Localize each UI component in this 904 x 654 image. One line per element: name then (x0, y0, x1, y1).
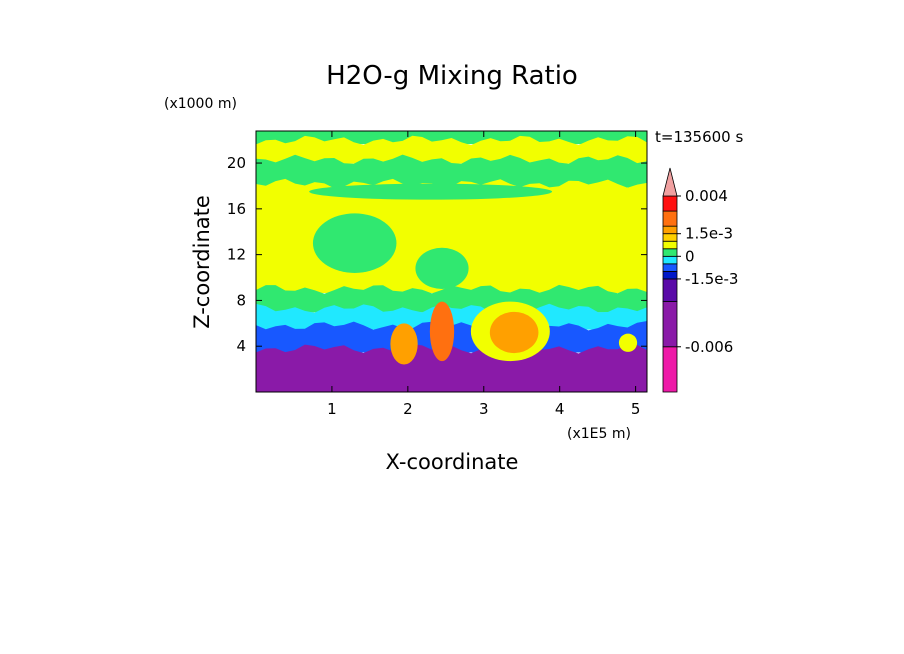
colorbar-label: -0.006 (685, 338, 733, 356)
green-tongue-left (312, 213, 397, 273)
colorbar-segment (662, 263, 678, 272)
yellow-plume-right (618, 333, 638, 352)
x-tick-label: 4 (555, 400, 565, 418)
colorbar-label: 0 (685, 247, 695, 265)
y-tick-label: 16 (227, 200, 246, 218)
y-axis-label: Z-coordinate (190, 195, 214, 329)
y-tick-label: 12 (227, 246, 246, 264)
contour-band (256, 154, 647, 188)
y-tick-label: 20 (227, 154, 246, 172)
colorbar-segment (662, 210, 678, 227)
colorbar-segment (662, 233, 678, 242)
chart-title: H2O-g Mixing Ratio (326, 61, 578, 91)
x-tick-label: 3 (479, 400, 489, 418)
colorbar-label: -1.5e-3 (685, 270, 738, 288)
y-scale-note: (x1000 m) (164, 96, 237, 112)
colorbar-extend-arrow (662, 167, 678, 197)
contour-band (256, 344, 647, 392)
colorbar-label: 0.004 (685, 187, 728, 205)
x-scale-note: (x1E5 m) (567, 426, 631, 442)
green-streak-upper (309, 183, 553, 200)
colorbar-labels: 0.004 1.5e-3 0 -1.5e-3 -0.006 (677, 187, 738, 356)
y-tick-label: 8 (236, 291, 246, 309)
y-axis-ticks: 4 8 12 16 20 (227, 154, 647, 355)
orange-plume-1 (390, 323, 418, 365)
x-axis-ticks: 1 2 3 4 5 (327, 131, 640, 418)
colorbar-segment (662, 195, 678, 212)
time-label: t=135600 s (655, 128, 743, 146)
x-tick-label: 1 (327, 400, 337, 418)
colorbar-segment (662, 346, 678, 393)
green-tongue-mid (415, 247, 469, 289)
colorbar-segment (662, 248, 678, 257)
colorbar-segment (662, 270, 678, 280)
colorbar-segment (662, 301, 678, 348)
colorbar-segment (662, 240, 678, 250)
contour-plot-area (256, 131, 647, 392)
orange-plume-2 (429, 301, 455, 362)
colorbar (662, 167, 678, 393)
x-tick-label: 5 (631, 400, 641, 418)
colorbar-segment (662, 278, 678, 302)
contour-band (256, 131, 647, 145)
plot-frame (255, 130, 648, 393)
colorbar-segment (662, 225, 678, 235)
colorbar-segment (662, 255, 678, 265)
y-tick-label: 4 (236, 337, 246, 355)
colorbar-label: 1.5e-3 (685, 225, 733, 243)
x-tick-label: 2 (403, 400, 413, 418)
orange-plume-center (489, 311, 539, 354)
contour-band (256, 135, 647, 164)
x-axis-label: X-coordinate (386, 450, 519, 474)
